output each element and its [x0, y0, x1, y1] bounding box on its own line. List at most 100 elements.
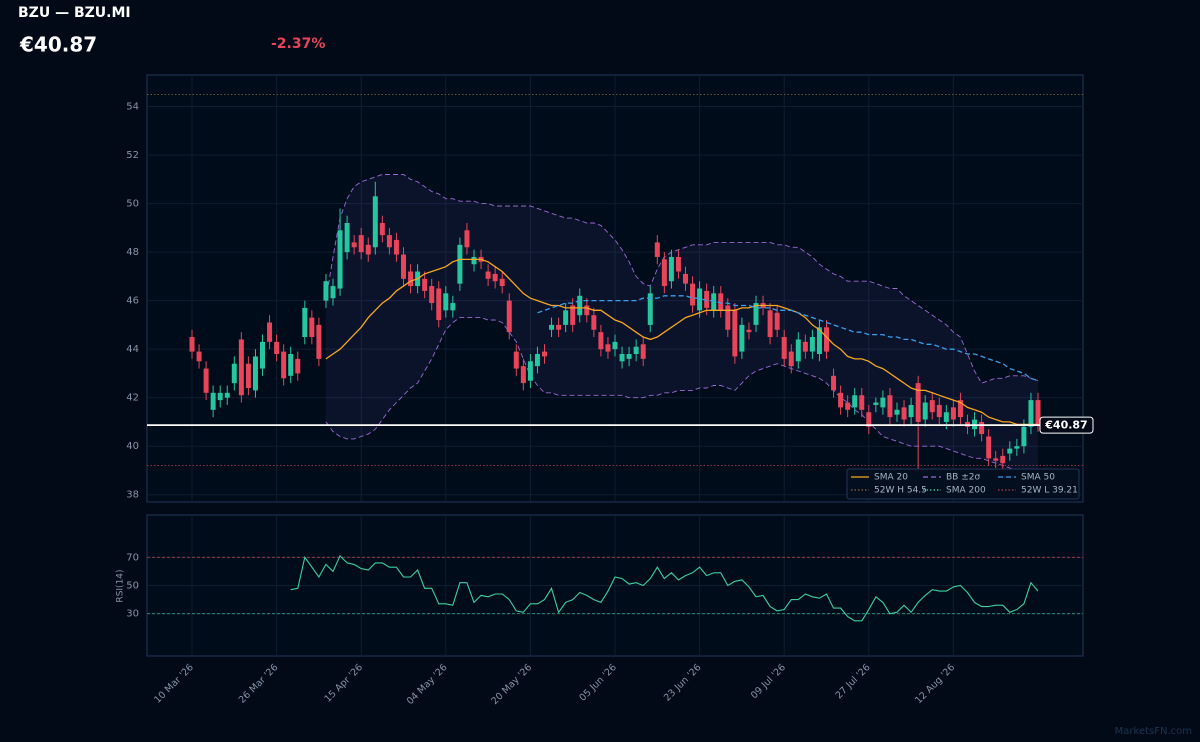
candle-body [880, 397, 886, 408]
candle-body [386, 235, 392, 248]
candle-body [309, 317, 315, 338]
candle-body [1007, 448, 1013, 454]
candle-body [929, 400, 935, 413]
band-upper [325, 174, 1039, 384]
candle-body [302, 307, 308, 338]
candle-body [859, 395, 865, 410]
candle-body [422, 278, 428, 291]
candle-body [845, 402, 851, 410]
candle-body [436, 288, 442, 321]
candle-body [979, 421, 985, 435]
candle-body [675, 256, 681, 272]
candle-body [344, 222, 350, 253]
title: BZU — BZU.MI [18, 5, 131, 21]
candle-body [1035, 400, 1041, 426]
legend-label: SMA 20 [874, 473, 908, 483]
candle-body [866, 412, 872, 427]
candle-body [816, 327, 822, 355]
candle-body [556, 324, 562, 330]
candle-body [683, 273, 688, 284]
candle-body [809, 337, 815, 352]
candle-body [295, 358, 301, 374]
y-tick-label: 52 [126, 150, 139, 161]
candle-body [429, 286, 435, 304]
candle-body [443, 293, 449, 311]
y-tick-label: 40 [126, 441, 139, 452]
candle-body [351, 242, 357, 248]
candle-body [513, 351, 519, 369]
y-tick-label: 30 [126, 609, 139, 620]
candle-body [245, 363, 251, 388]
candle-body [196, 351, 202, 362]
y-tick-label: 50 [126, 199, 139, 210]
y-tick-label: 46 [126, 296, 139, 307]
candle-body [619, 354, 625, 362]
candle-body [612, 341, 618, 350]
legend-label: 52W L 39.21 [1021, 486, 1078, 496]
candle-body [471, 256, 477, 265]
candle-body [640, 344, 646, 359]
candle-body [274, 341, 280, 355]
candle-body [626, 354, 632, 359]
legend [846, 468, 1080, 500]
candle-body [661, 259, 667, 287]
candle-body [499, 278, 505, 287]
candle-body [591, 315, 597, 330]
rsi-axis-label: RSI(14) [116, 569, 126, 602]
y-tick-label: 44 [126, 344, 139, 355]
candle-body [534, 354, 540, 367]
candle-body [993, 458, 999, 461]
candle-body [379, 222, 385, 236]
candle-body [824, 327, 829, 352]
candle-body [260, 341, 265, 369]
candle-body [598, 332, 604, 350]
candle-body [746, 329, 752, 333]
candle-body [231, 363, 237, 384]
candle-body [210, 392, 216, 410]
candle-body [986, 436, 992, 459]
price: €40.87 [19, 33, 97, 57]
candle-body [725, 305, 731, 330]
candle-body [288, 354, 294, 376]
candle-body [464, 230, 470, 248]
candle-body [577, 295, 583, 316]
legend-label: SMA 200 [946, 486, 986, 496]
candle-body [316, 324, 322, 359]
candle-body [605, 344, 611, 352]
candle-body [450, 303, 456, 311]
candle-body [337, 230, 343, 289]
candle-body [506, 300, 512, 333]
candle-body [690, 283, 696, 306]
candle-body [767, 310, 773, 338]
candle-body [584, 305, 590, 316]
candle-body [217, 392, 223, 401]
candle-body [943, 412, 949, 422]
candle-body [520, 366, 526, 384]
candle-body [1021, 426, 1027, 447]
candle-body [697, 288, 703, 311]
candle-body [224, 392, 230, 398]
candle-body [457, 244, 463, 284]
candle-body [527, 361, 533, 381]
candle-body [711, 293, 717, 311]
y-tick-label: 50 [126, 581, 139, 592]
candle-body [831, 375, 837, 391]
legend-label: SMA 50 [1021, 473, 1055, 483]
candle-body [774, 312, 780, 330]
y-tick-label: 42 [126, 393, 139, 404]
candle-body [189, 337, 195, 352]
candle-body [802, 341, 808, 352]
candle-body [372, 196, 378, 248]
candle-body [267, 322, 273, 342]
overlay-line [537, 295, 1039, 382]
candle-body [330, 286, 336, 299]
last-price-box [1039, 416, 1094, 434]
candle-body [873, 402, 879, 405]
change: -2.37% [271, 36, 325, 52]
candle-body [908, 404, 914, 418]
candle-body [647, 293, 653, 325]
candle-body [732, 310, 738, 357]
candle-body [781, 337, 787, 359]
y-tick-label: 38 [126, 490, 139, 501]
